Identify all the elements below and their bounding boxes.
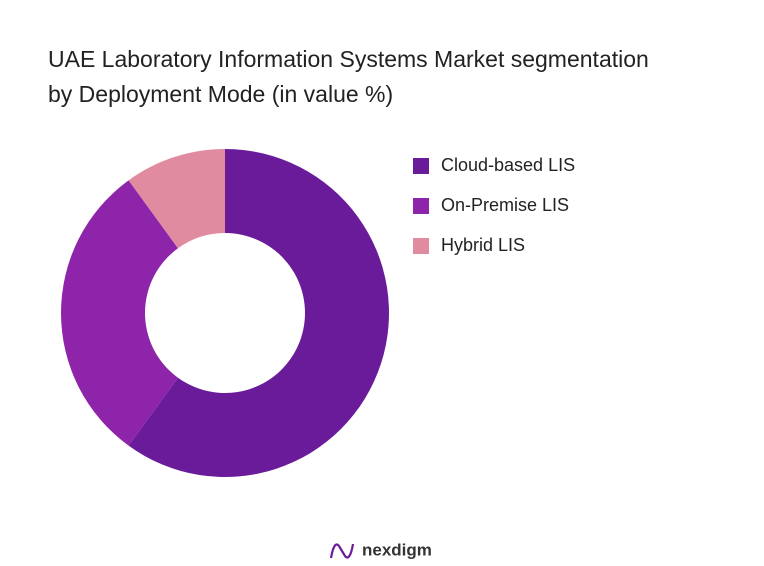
- legend-label: Hybrid LIS: [441, 235, 525, 255]
- brand-name: nexdigm: [362, 540, 432, 559]
- slice: [128, 149, 390, 478]
- legend-swatch: [413, 198, 429, 214]
- legend-swatch: [413, 238, 429, 254]
- legend-label: Cloud-based LIS: [441, 155, 575, 175]
- brand-icon: [329, 543, 355, 559]
- legend-swatch: [413, 158, 429, 174]
- brand-logo: nexdigm: [329, 540, 432, 559]
- slice: [61, 180, 178, 446]
- chart-title: UAE Laboratory Information Systems Marke…: [48, 46, 649, 107]
- slice: [128, 149, 225, 249]
- legend-label: On-Premise LIS: [441, 195, 569, 215]
